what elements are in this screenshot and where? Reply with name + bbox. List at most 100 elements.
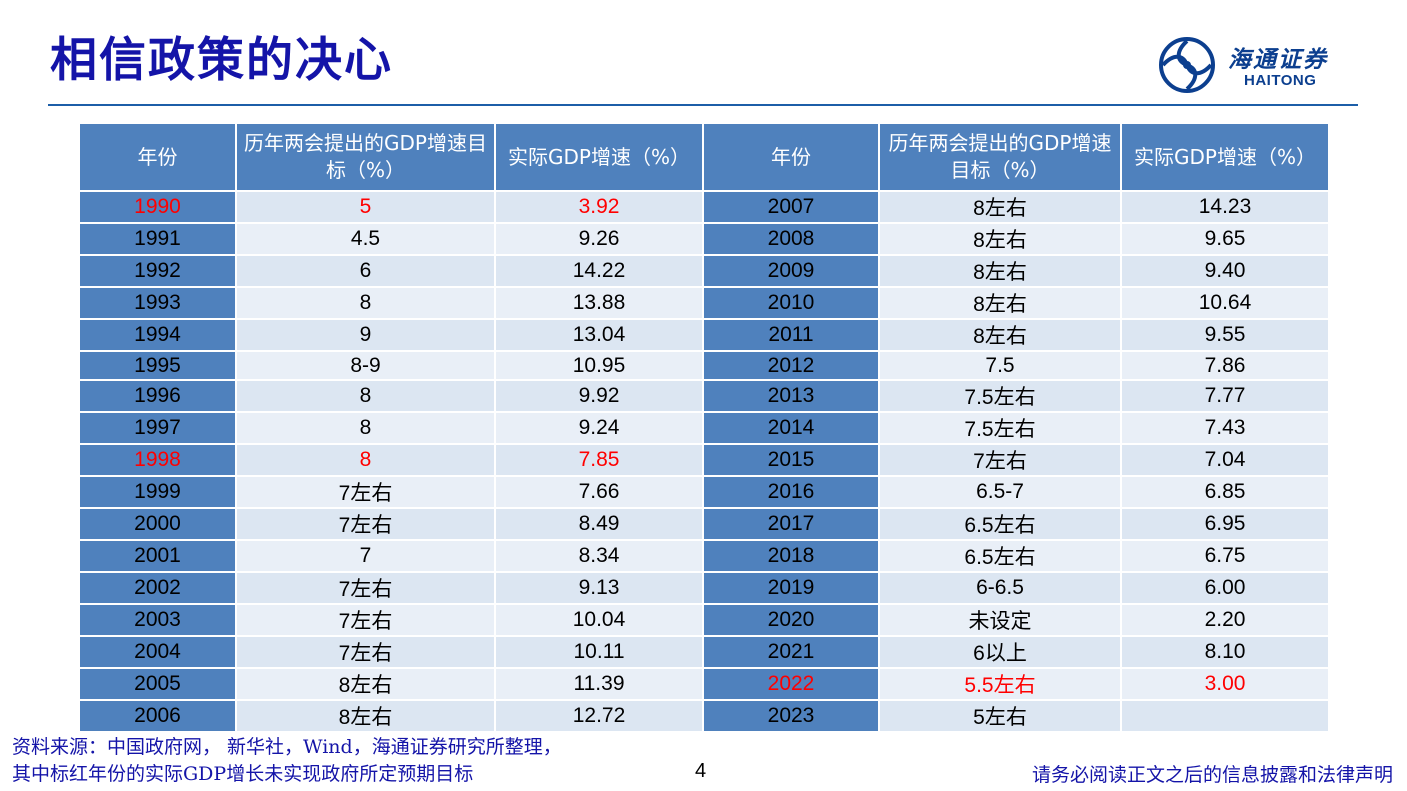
actual-cell: 9.55: [1120, 318, 1330, 352]
actual-cell: 3.92: [494, 190, 704, 224]
header-target-right: 历年两会提出的GDP增速目标（%）: [878, 122, 1122, 192]
target-cell: 6.5左右: [878, 507, 1122, 541]
target-cell: 8-9: [235, 350, 496, 381]
header-actual-right: 实际GDP增速（%）: [1120, 122, 1330, 192]
year-cell: 2002: [78, 571, 237, 605]
target-cell: 9: [235, 318, 496, 352]
table-row: 1991 4.5 9.26 2008 8左右 9.65: [78, 222, 1330, 256]
table-row: 2000 7左右 8.49 2017 6.5左右 6.95: [78, 507, 1330, 541]
actual-cell: 6.85: [1120, 475, 1330, 509]
actual-cell: 9.40: [1120, 254, 1330, 288]
year-cell: 2007: [702, 190, 880, 224]
source-line-1: 资料来源：中国政府网， 新华社，Wind，海通证券研究所整理，: [12, 736, 562, 758]
page-title: 相信政策的决心: [50, 33, 393, 88]
actual-cell: 7.04: [1120, 443, 1330, 477]
target-cell: 4.5: [235, 222, 496, 256]
target-cell: 8: [235, 443, 496, 477]
target-cell: 8左右: [878, 318, 1122, 352]
target-cell: 8: [235, 411, 496, 445]
actual-cell: [1120, 699, 1330, 733]
gdp-target-table: 年份 历年两会提出的GDP增速目标（%） 实际GDP增速（%） 年份 历年两会提…: [78, 122, 1330, 733]
year-cell: 2022: [702, 667, 880, 701]
target-cell: 7.5左右: [878, 411, 1122, 445]
target-cell: 8左右: [235, 667, 496, 701]
actual-cell: 7.85: [494, 443, 704, 477]
target-cell: 7左右: [235, 475, 496, 509]
actual-cell: 6.95: [1120, 507, 1330, 541]
table-header-row: 年份 历年两会提出的GDP增速目标（%） 实际GDP增速（%） 年份 历年两会提…: [78, 122, 1330, 192]
logo-text-cn: 海通证券: [1228, 46, 1328, 73]
target-cell: 7左右: [235, 507, 496, 541]
year-cell: 1995: [78, 350, 237, 381]
actual-cell: 14.22: [494, 254, 704, 288]
actual-cell: 10.04: [494, 603, 704, 637]
year-cell: 1990: [78, 190, 237, 224]
target-cell: 7左右: [878, 443, 1122, 477]
target-cell: 7: [235, 539, 496, 573]
target-cell: 7左右: [235, 603, 496, 637]
haitong-emblem-icon: [1159, 37, 1215, 93]
table-row: 1999 7左右 7.66 2016 6.5-7 6.85: [78, 475, 1330, 509]
target-cell: 6.5左右: [878, 539, 1122, 573]
target-cell: 5: [235, 190, 496, 224]
year-cell: 2014: [702, 411, 880, 445]
actual-cell: 2.20: [1120, 603, 1330, 637]
target-cell: 8左右: [878, 190, 1122, 224]
actual-cell: 6.00: [1120, 571, 1330, 605]
actual-cell: 11.39: [494, 667, 704, 701]
table-row: 2001 7 8.34 2018 6.5左右 6.75: [78, 539, 1330, 573]
actual-cell: 13.04: [494, 318, 704, 352]
actual-cell: 7.43: [1120, 411, 1330, 445]
year-cell: 2006: [78, 699, 237, 733]
haitong-logo: 海通证券 HAITONG: [1156, 36, 1356, 94]
actual-cell: 8.10: [1120, 635, 1330, 669]
year-cell: 2000: [78, 507, 237, 541]
year-cell: 1996: [78, 379, 237, 413]
year-cell: 1999: [78, 475, 237, 509]
target-cell: 未设定: [878, 603, 1122, 637]
table-row: 1996 8 9.92 2013 7.5左右 7.77: [78, 379, 1330, 413]
table-row: 1992 6 14.22 2009 8左右 9.40: [78, 254, 1330, 288]
table-row: 2003 7左右 10.04 2020 未设定 2.20: [78, 603, 1330, 637]
actual-cell: 3.00: [1120, 667, 1330, 701]
table-row: 2004 7左右 10.11 2021 6以上 8.10: [78, 635, 1330, 669]
disclaimer: 请务必阅读正文之后的信息披露和法律声明: [1031, 764, 1393, 786]
target-cell: 6: [235, 254, 496, 288]
year-cell: 1997: [78, 411, 237, 445]
target-cell: 7左右: [235, 635, 496, 669]
table-row: 1997 8 9.24 2014 7.5左右 7.43: [78, 411, 1330, 445]
year-cell: 1992: [78, 254, 237, 288]
actual-cell: 6.75: [1120, 539, 1330, 573]
target-cell: 8左右: [235, 699, 496, 733]
table-row: 1995 8-9 10.95 2012 7.5 7.86: [78, 350, 1330, 381]
year-cell: 2015: [702, 443, 880, 477]
target-cell: 8: [235, 379, 496, 413]
table-body: 1990 5 3.92 2007 8左右 14.23 1991 4.5 9.26 2008 8左右 9…: [78, 190, 1330, 733]
target-cell: 7左右: [235, 571, 496, 605]
table-row: 1994 9 13.04 2011 8左右 9.55: [78, 318, 1330, 352]
actual-cell: 10.11: [494, 635, 704, 669]
actual-cell: 8.34: [494, 539, 704, 573]
target-cell: 8左右: [878, 254, 1122, 288]
year-cell: 1993: [78, 286, 237, 320]
target-cell: 8左右: [878, 286, 1122, 320]
target-cell: 6以上: [878, 635, 1122, 669]
page-number: 4: [695, 760, 707, 782]
year-cell: 2012: [702, 350, 880, 381]
target-cell: 8左右: [878, 222, 1122, 256]
year-cell: 2011: [702, 318, 880, 352]
actual-cell: 9.13: [494, 571, 704, 605]
actual-cell: 9.24: [494, 411, 704, 445]
table-row: 2006 8左右 12.72 2023 5左右: [78, 699, 1330, 733]
table-row: 1998 8 7.85 2015 7左右 7.04: [78, 443, 1330, 477]
target-cell: 7.5左右: [878, 379, 1122, 413]
year-cell: 2009: [702, 254, 880, 288]
logo-text-en: HAITONG: [1244, 72, 1317, 89]
year-cell: 2023: [702, 699, 880, 733]
table-row: 2002 7左右 9.13 2019 6-6.5 6.00: [78, 571, 1330, 605]
target-cell: 6-6.5: [878, 571, 1122, 605]
source-line-2: 其中标红年份的实际GDP增长未实现政府所定预期目标: [12, 763, 474, 785]
source-note: 资料来源：中国政府网， 新华社，Wind，海通证券研究所整理， 其中标红年份的实…: [12, 734, 562, 788]
actual-cell: 7.77: [1120, 379, 1330, 413]
actual-cell: 9.65: [1120, 222, 1330, 256]
